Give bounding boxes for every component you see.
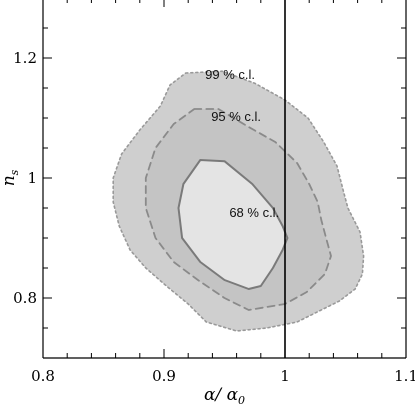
y-axis-label-subscript: s	[8, 169, 21, 175]
x-axis-label: α/ α0	[204, 385, 245, 404]
y-axis-label-main: n	[0, 175, 19, 186]
y-axis-label: ns	[0, 169, 21, 186]
x-tick-label: 1	[280, 367, 290, 385]
region-68cl	[177, 159, 289, 290]
region-label-68cl: 68 % c.l.	[229, 205, 279, 220]
x-axis-label-subscript: 0	[238, 394, 245, 404]
x-axis-label-main: α/ α	[204, 385, 239, 404]
y-tick-label: 1.2	[13, 49, 37, 67]
x-tick-label: 0.9	[152, 367, 176, 385]
x-tick-label: 0.8	[31, 367, 55, 385]
y-tick-label: 1	[27, 169, 37, 187]
y-tick-label: 0.8	[13, 289, 37, 307]
tick-marks: 0.8 0.9 1 1.1 0.8 1 1.2	[13, 0, 415, 385]
x-tick-label: 1.1	[394, 367, 415, 385]
region-label-99cl: 99 % c.l.	[205, 67, 255, 82]
region-label-95cl: 95 % c.l.	[211, 109, 261, 124]
region-labels: 99 % c.l. 95 % c.l. 68 % c.l.	[205, 67, 279, 220]
